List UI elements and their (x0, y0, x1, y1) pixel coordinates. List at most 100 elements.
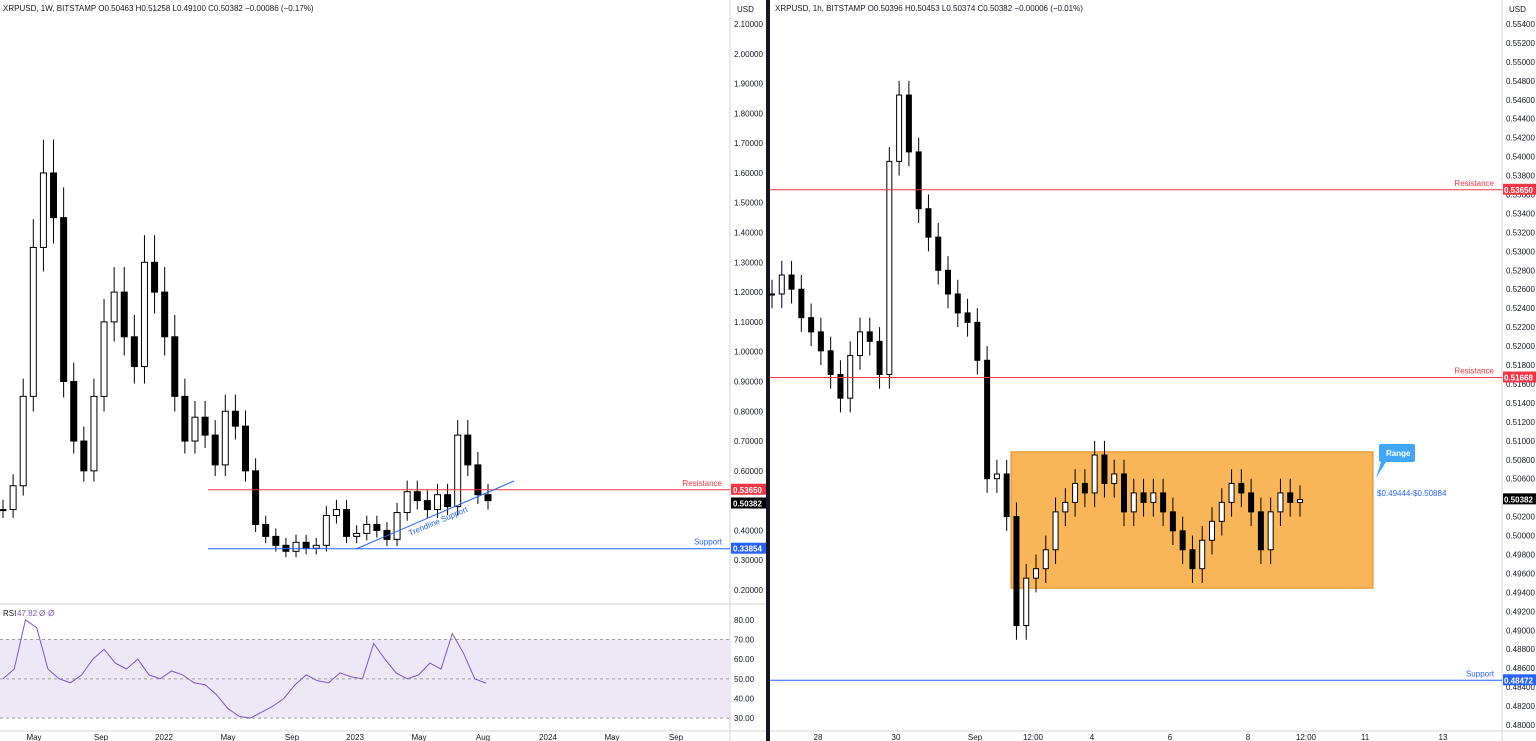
rsi-title: RSI (3, 609, 16, 618)
right-candle-body (925, 208, 932, 238)
rsi-extra-1: Ø (39, 609, 45, 618)
left-candle-body (9, 485, 17, 511)
left-candle-body (161, 291, 169, 338)
left-resistance-label: Resistance (682, 479, 722, 488)
left-candle-body (322, 515, 330, 546)
right-candle-body (1130, 492, 1137, 513)
right-y-tick: 0.52000 (1506, 342, 1535, 351)
left-y-tick: 0.60000 (734, 467, 763, 476)
left-candle-body (262, 523, 270, 537)
left-y-tick: 1.30000 (734, 258, 763, 267)
trendline-support-line[interactable] (355, 480, 515, 550)
right-chart-panel[interactable]: XRPUSD, 1h, BITSTAMP O0.50396 H0.50453 L… (769, 0, 1536, 741)
rsi-line (2, 618, 487, 719)
left-candle-body (60, 217, 68, 382)
left-candle-body (433, 494, 441, 511)
right-resistance-mid-value: 0.51668 (1504, 374, 1533, 383)
right-y-tick: 0.54800 (1506, 77, 1535, 86)
left-candle-body (120, 291, 128, 338)
left-candle-body (474, 464, 482, 496)
left-candle-body (413, 491, 421, 502)
left-candle-body (423, 500, 431, 511)
right-y-tick: 0.52800 (1506, 266, 1535, 275)
left-resistance-value: 0.53650 (733, 486, 762, 495)
right-x-tick: 12:00 (1296, 733, 1317, 741)
right-resistance-top-value: 0.53650 (1504, 186, 1533, 195)
left-candle-body (100, 321, 108, 397)
right-candles (769, 80, 1303, 640)
left-time-axis[interactable]: May Sep 2022 May Sep 2023 May Aug 2024 May Sep (26, 733, 683, 741)
left-support-label: Support (694, 538, 723, 547)
right-candle-body (1140, 492, 1147, 503)
left-candle-body (151, 261, 159, 293)
right-y-tick: 0.51000 (1506, 437, 1535, 446)
right-y-tick: 0.52600 (1506, 285, 1535, 294)
right-y-tick: 0.55000 (1506, 58, 1535, 67)
left-candle-body (363, 523, 371, 534)
left-candle-body (353, 532, 361, 537)
right-candle-body (1267, 511, 1274, 551)
left-candle-body (50, 172, 58, 219)
left-y-tick: 1.60000 (734, 169, 763, 178)
left-x-tick: May (604, 733, 619, 741)
right-time-axis[interactable]: 28 30 Sep 12:00 4 6 8 12:00 11 13 (814, 733, 1448, 741)
right-candle-body (993, 473, 1000, 480)
right-y-tick: 0.50200 (1506, 513, 1535, 522)
left-candle-body (252, 470, 260, 525)
left-y-tick: 0.80000 (734, 407, 763, 416)
range-callout-label: Range (1386, 449, 1411, 458)
left-y-tick: 2.10000 (734, 20, 763, 29)
left-x-tick: Sep (669, 733, 684, 741)
right-candle-body (1218, 501, 1225, 522)
right-y-tick: 0.55200 (1506, 39, 1535, 48)
left-candle-body (393, 512, 401, 540)
panel-divider[interactable] (766, 0, 770, 741)
right-candle-body (1179, 530, 1186, 551)
right-candle-body (847, 355, 854, 399)
right-resistance-mid-label: Resistance (1454, 367, 1494, 376)
right-y-tick: 0.53200 (1506, 228, 1535, 237)
left-candle-body (454, 434, 462, 508)
right-y-tick: 0.51800 (1506, 361, 1535, 370)
left-y-tick: 2.00000 (734, 50, 763, 59)
left-candle-body (343, 509, 351, 537)
left-candle-body (484, 494, 492, 502)
left-chart-panel[interactable]: XRPUSD, 1W, BITSTAMP O0.50463 H0.51258 L… (0, 0, 766, 741)
right-candle-body (1228, 482, 1235, 503)
right-candle-body (1238, 482, 1245, 494)
left-candle-body (191, 416, 199, 442)
left-y-tick: 1.10000 (734, 318, 763, 327)
right-y-tick: 0.52400 (1506, 304, 1535, 313)
right-y-tick: 0.49000 (1506, 626, 1535, 635)
right-y-tick: 0.54400 (1506, 115, 1535, 124)
right-y-tick: 0.52200 (1506, 323, 1535, 332)
right-candle-body (974, 321, 981, 361)
left-candle-body (332, 509, 340, 517)
right-candle-body (1209, 520, 1215, 541)
right-y-tick: 0.48000 (1506, 721, 1535, 730)
left-y-tick: 0.40000 (734, 526, 763, 535)
right-candle-body (1013, 516, 1020, 627)
right-candle-body (896, 94, 903, 162)
right-candle-body (945, 269, 951, 295)
left-y-tick: 0.70000 (734, 437, 763, 446)
range-callout-bubble[interactable] (1376, 444, 1415, 478)
left-y-tick: 1.40000 (734, 229, 763, 238)
left-candle-body (211, 434, 219, 466)
right-candle-body (886, 160, 893, 375)
left-candle-body (444, 494, 452, 508)
left-y-tick: 0.30000 (734, 556, 763, 565)
left-y-tick: 1.00000 (734, 348, 763, 357)
right-candle-body (788, 274, 795, 290)
right-candle-body (1052, 511, 1059, 551)
right-last-price-badge (1503, 493, 1536, 505)
right-x-tick: 12:00 (1023, 733, 1044, 741)
rsi-value: 47.82 (17, 609, 38, 618)
left-candle-body (292, 541, 300, 552)
left-price-axis[interactable]: 2.10000 2.00000 1.90000 1.80000 1.70000 1.600… (734, 20, 763, 595)
left-y-tick: 1.70000 (734, 139, 763, 148)
right-resistance-mid-badge (1503, 371, 1536, 383)
right-y-tick: 0.49600 (1506, 569, 1535, 578)
left-last-price-badge (731, 497, 766, 509)
